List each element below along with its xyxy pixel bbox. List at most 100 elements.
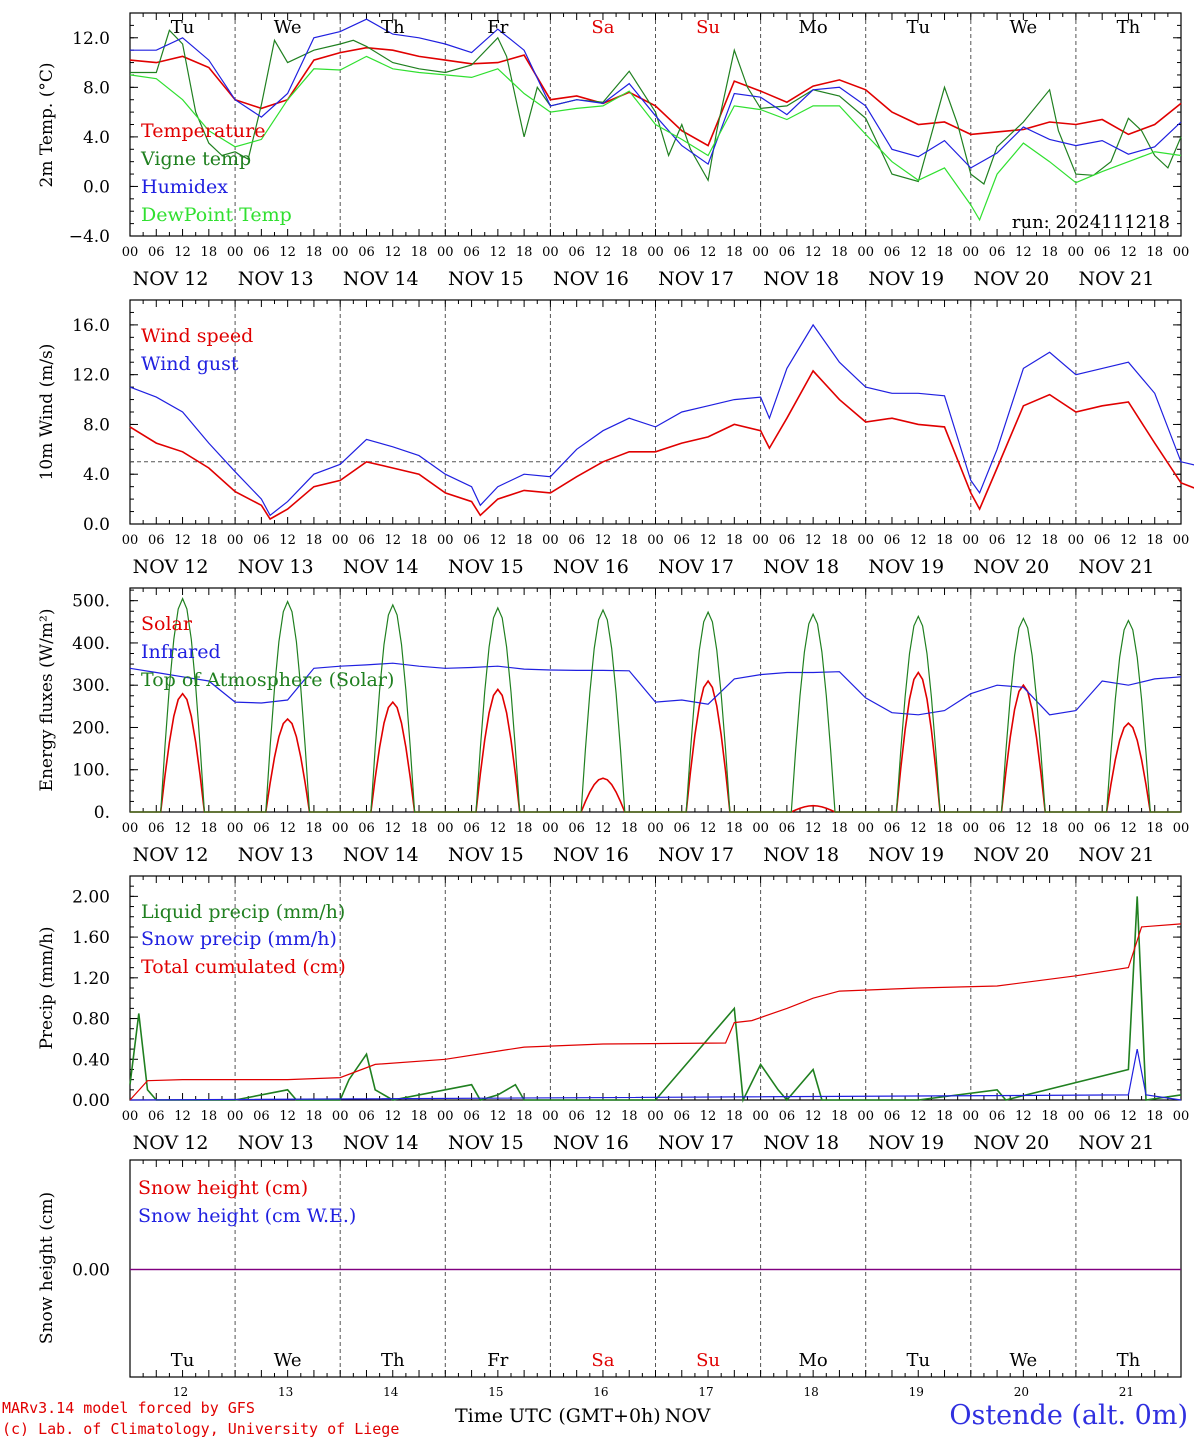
date-label: NOV 14 xyxy=(343,268,419,290)
hour-label: 00 xyxy=(647,245,664,260)
hour-label: 06 xyxy=(463,821,480,836)
y-axis-label: Precip (mm/h) xyxy=(37,926,57,1049)
y-tick-label: 300. xyxy=(72,676,110,696)
hour-label: 00 xyxy=(857,1109,874,1124)
hour-label: 06 xyxy=(568,1109,585,1124)
date-label: NOV 13 xyxy=(238,1132,314,1154)
date-label: NOV 17 xyxy=(658,1132,734,1154)
panel-5 xyxy=(129,1159,1182,1378)
hour-label: 12 xyxy=(384,245,401,260)
hour-label: 12 xyxy=(1120,245,1137,260)
hour-label: 00 xyxy=(1068,533,1085,548)
panel-3 xyxy=(129,587,1182,813)
hour-label: 12 xyxy=(490,245,507,260)
hour-label: 12 xyxy=(1120,821,1137,836)
hour-label: 00 xyxy=(963,821,980,836)
legend-entry: Humidex xyxy=(141,176,228,198)
hour-label: 18 xyxy=(306,533,323,548)
y-tick-label: 0.00 xyxy=(72,1091,110,1111)
hour-label: 18 xyxy=(1146,245,1163,260)
hour-label: 12 xyxy=(910,821,927,836)
hour-label: 12 xyxy=(700,245,717,260)
date-label: NOV 21 xyxy=(1079,556,1155,578)
hour-label: 00 xyxy=(122,821,139,836)
weekday-label: Mo xyxy=(799,17,828,38)
hour-label: 18 xyxy=(936,245,953,260)
hour-label: 00 xyxy=(542,245,559,260)
hour-label: 18 xyxy=(411,533,428,548)
legend-entry: Top of Atmosphere (Solar) xyxy=(141,669,394,691)
hour-label: 06 xyxy=(779,1109,796,1124)
hour-label: 12 xyxy=(700,533,717,548)
date-label: NOV 19 xyxy=(868,844,944,866)
hour-label: 00 xyxy=(332,821,349,836)
hour-label: 12 xyxy=(805,245,822,260)
y-tick-label: 0.00 xyxy=(72,1261,110,1281)
y-tick-label: 200. xyxy=(72,718,110,738)
hour-label: 00 xyxy=(1173,821,1190,836)
legend-entry: Wind gust xyxy=(141,353,239,375)
hour-label: 00 xyxy=(647,533,664,548)
hour-label: 06 xyxy=(1094,533,1111,548)
hour-label: 06 xyxy=(989,1109,1006,1124)
hour-label: 12 xyxy=(1015,821,1032,836)
hour-label: 00 xyxy=(1068,821,1085,836)
legend-entry: Snow precip (mm/h) xyxy=(141,928,337,950)
hour-label: 00 xyxy=(647,821,664,836)
hour-label: 18 xyxy=(516,1109,533,1124)
hour-label: 18 xyxy=(306,1109,323,1124)
hour-label: 18 xyxy=(621,245,638,260)
hour-label: 00 xyxy=(542,533,559,548)
hour-label: 06 xyxy=(884,245,901,260)
weekday-label: We xyxy=(274,1350,302,1371)
hour-label: 18 xyxy=(516,245,533,260)
day-number: 20 xyxy=(1014,1385,1029,1399)
hour-label: 00 xyxy=(122,1109,139,1124)
hour-label: 12 xyxy=(279,1109,296,1124)
date-label: NOV 12 xyxy=(133,556,209,578)
day-number: 17 xyxy=(698,1385,713,1399)
hour-label: 06 xyxy=(358,245,375,260)
date-label: NOV 18 xyxy=(763,1132,839,1154)
series-line xyxy=(129,662,1182,716)
weekday-label: We xyxy=(1010,1350,1038,1371)
day-number: 19 xyxy=(909,1385,924,1399)
hour-label: 12 xyxy=(1120,533,1137,548)
hour-label: 06 xyxy=(358,821,375,836)
hour-label: 06 xyxy=(463,245,480,260)
hour-label: 18 xyxy=(411,245,428,260)
hour-label: 00 xyxy=(752,1109,769,1124)
date-label: NOV 16 xyxy=(553,268,629,290)
hour-label: 12 xyxy=(1015,533,1032,548)
hour-label: 18 xyxy=(831,821,848,836)
hour-label: 18 xyxy=(1146,1109,1163,1124)
date-label: NOV 15 xyxy=(448,556,524,578)
legend-entry: Wind speed xyxy=(141,325,253,347)
hour-label: 06 xyxy=(884,533,901,548)
hour-label: 00 xyxy=(857,533,874,548)
hour-label: 12 xyxy=(174,533,191,548)
weekday-label: Fr xyxy=(487,1350,508,1371)
weekday-label: We xyxy=(274,17,302,38)
hour-label: 18 xyxy=(411,821,428,836)
hour-label: 06 xyxy=(989,245,1006,260)
date-label: NOV 18 xyxy=(763,556,839,578)
weekday-label: Sa xyxy=(591,1350,614,1371)
day-number: 12 xyxy=(173,1385,188,1399)
weekday-label: Mo xyxy=(799,1350,828,1371)
hour-label: 00 xyxy=(963,533,980,548)
weekday-label: Fr xyxy=(487,17,508,38)
date-label: NOV 21 xyxy=(1079,268,1155,290)
hour-label: 06 xyxy=(674,245,691,260)
day-number: 14 xyxy=(383,1385,399,1399)
hour-label: 06 xyxy=(1094,821,1111,836)
date-label: NOV 19 xyxy=(868,556,944,578)
hour-label: 12 xyxy=(805,533,822,548)
hour-label: 00 xyxy=(437,821,454,836)
weekday-label: Su xyxy=(696,1350,720,1371)
series-line xyxy=(130,597,1181,813)
y-axis-label: Energy fluxes (W/m²) xyxy=(37,609,57,792)
hour-label: 18 xyxy=(201,245,218,260)
hour-label: 12 xyxy=(910,533,927,548)
date-label: NOV 15 xyxy=(448,1132,524,1154)
